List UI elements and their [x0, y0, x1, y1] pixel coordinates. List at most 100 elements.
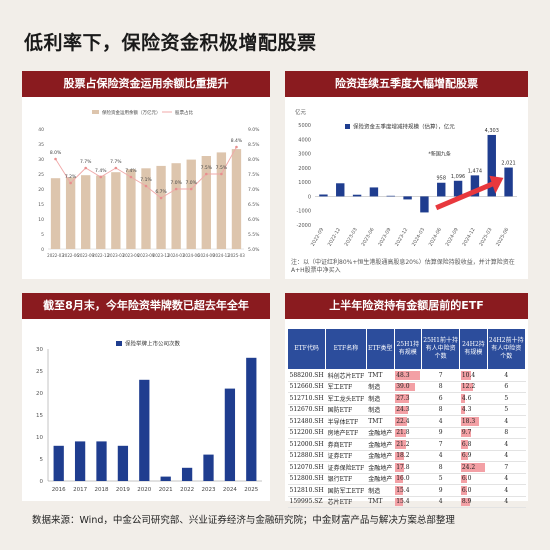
bar-stake-count	[139, 379, 150, 481]
data-bar	[460, 497, 470, 506]
bar-balance	[141, 168, 151, 249]
y-tick-label: 30	[38, 157, 44, 163]
cell-value: 9.7	[461, 429, 472, 437]
y-tick-label: 5000	[298, 123, 311, 129]
x-tick-label: 2023-12	[394, 227, 409, 247]
y-tick-label: 3000	[298, 152, 311, 158]
table-cell: 48.3	[394, 369, 422, 382]
table-row: 512480.SH 半导体ETF TMT 22.4 4 18.3 4	[287, 415, 526, 428]
unit-label: 亿元	[295, 108, 307, 116]
table-cell: TMT	[366, 369, 395, 382]
chart-note: 注：以（中证红利80%+恒生港股通高股息20%）估算保险持股收益，并计算险资在A…	[291, 259, 515, 274]
y-tick-label: 15	[38, 202, 44, 208]
cell-value: 24.2	[461, 463, 476, 471]
data-bar	[395, 474, 404, 483]
table-row: 512880.SH 证券ETF 金融地产 18.2 4 6.9 4	[287, 450, 526, 462]
table-cell: 4	[487, 415, 526, 428]
y-tick-label: 20	[36, 391, 43, 397]
x-tick-label: 2025-03	[228, 253, 245, 258]
table-cell: 18.3	[459, 415, 488, 428]
table-cell: 银行ETF	[325, 473, 367, 485]
table-row: 512200.SH 房地产ETF 金融地产 21.8 9 9.7 8	[287, 427, 526, 439]
y2-tick-label: 7.0%	[248, 187, 260, 193]
y-tick-label: 30	[36, 347, 43, 353]
x-tick-label: 2024-09	[198, 253, 215, 258]
table-row: 512800.SH 银行ETF 金融地产 16.0 5 6.0 4	[287, 473, 526, 485]
legend-swatch-balance	[92, 110, 99, 114]
table-cell: 4.6	[459, 392, 488, 405]
cell-value: 17.8	[396, 463, 410, 471]
table-cell: 512880.SH	[287, 450, 326, 462]
bar-balance	[186, 159, 196, 249]
table-cell: 17.8	[394, 461, 422, 474]
bar-net-buy	[504, 167, 513, 197]
table-cell: 27.3	[394, 392, 422, 405]
bar-balance	[96, 175, 106, 249]
data-label-share: 7.0%	[170, 180, 182, 186]
bar-net-buy	[470, 175, 480, 197]
marker-share	[54, 157, 57, 161]
table-header-cell: 24H2前十持有人中险资个数	[486, 328, 527, 370]
table-cell: 512070.SH	[287, 461, 326, 474]
cell-value: 16.0	[396, 475, 410, 483]
y-tick-label: 10	[38, 217, 44, 223]
cell-value: 24.3	[396, 406, 410, 414]
table-cell: 军工ETF	[325, 381, 367, 393]
table-cell: 金融地产	[366, 427, 395, 439]
table-cell: 512800.SH	[287, 473, 326, 485]
panel-header: 险资连续五季度大幅增配股票	[285, 71, 528, 97]
x-tick-label: 2022	[180, 487, 194, 493]
table-cell: 512000.SH	[287, 438, 326, 451]
table-cell: 588200.SH	[287, 369, 326, 382]
table-cell: 制造	[366, 381, 395, 393]
table-cell: 8	[421, 381, 460, 393]
legend-label: 保险举牌上市公司次数	[125, 340, 181, 348]
table-cell: 21.8	[394, 427, 422, 439]
data-bar	[395, 371, 420, 380]
x-tick-label: 2023	[202, 487, 216, 493]
table-cell: 4	[487, 484, 526, 497]
data-bar	[460, 428, 471, 437]
x-tick-label: 2023-09	[377, 227, 392, 247]
table-cell: 科创芯片ETF	[325, 369, 367, 382]
x-tick-label: 2024-03	[168, 253, 185, 258]
panel-header: 截至8月末，今年险资举牌数已超去年全年	[22, 293, 270, 319]
table-cell: 证券ETF	[325, 450, 367, 462]
y-tick-label: 0	[40, 479, 44, 485]
cell-value: 6.8	[461, 440, 472, 448]
y-tick-label: 15	[36, 413, 43, 419]
x-tick-label: 2023-03	[107, 253, 124, 258]
x-tick-label: 2023-09	[138, 253, 155, 258]
data-source: 数据来源：Wind，中金公司研究部、兴业证券经济与金融研究院；中金财富产品与解决…	[32, 515, 455, 526]
bar-net-buy	[420, 196, 429, 213]
table-cell: 5	[487, 404, 526, 416]
x-tick-label: 2024-09	[445, 227, 460, 247]
table-cell: 15.4	[394, 484, 422, 497]
data-bar	[395, 463, 405, 472]
table-cell: 金融地产	[366, 438, 395, 451]
y2-tick-label: 8.0%	[248, 157, 260, 163]
x-tick-label: 2022-03	[47, 253, 64, 258]
table-cell: 10.4	[459, 369, 488, 382]
legend-label-balance: 保险资金运用余额（万亿元）	[102, 109, 161, 116]
data-bar	[395, 417, 407, 426]
x-tick-label: 2018	[95, 487, 109, 493]
data-bar	[395, 440, 406, 449]
cell-value: 39.0	[396, 383, 410, 391]
table-cell: 512670.SH	[287, 404, 326, 416]
bar-balance	[50, 178, 61, 249]
table-cell: 24.2	[459, 461, 488, 474]
legend-swatch	[345, 124, 350, 129]
etf-table: ETF代码 ETF名称 ETF类型 25H1持有规模 25H1前十持有人中险资个数 24H…	[286, 328, 527, 508]
table-row: 512070.SH 证券保险ETF 金融地产 17.8 8 24.2 7	[287, 461, 526, 474]
data-label: 4,303	[485, 128, 499, 134]
table-cell: 6	[421, 392, 460, 405]
y-tick-label: 4000	[298, 137, 311, 143]
annotation-label: *新国九条	[428, 151, 451, 158]
data-bar	[395, 405, 408, 414]
cell-value: 27.3	[396, 394, 410, 402]
table-cell: 6.0	[459, 484, 488, 497]
table-cell: 8	[421, 404, 460, 416]
bar-net-buy	[369, 187, 379, 197]
table-cell: 军工龙头ETF	[325, 392, 367, 405]
